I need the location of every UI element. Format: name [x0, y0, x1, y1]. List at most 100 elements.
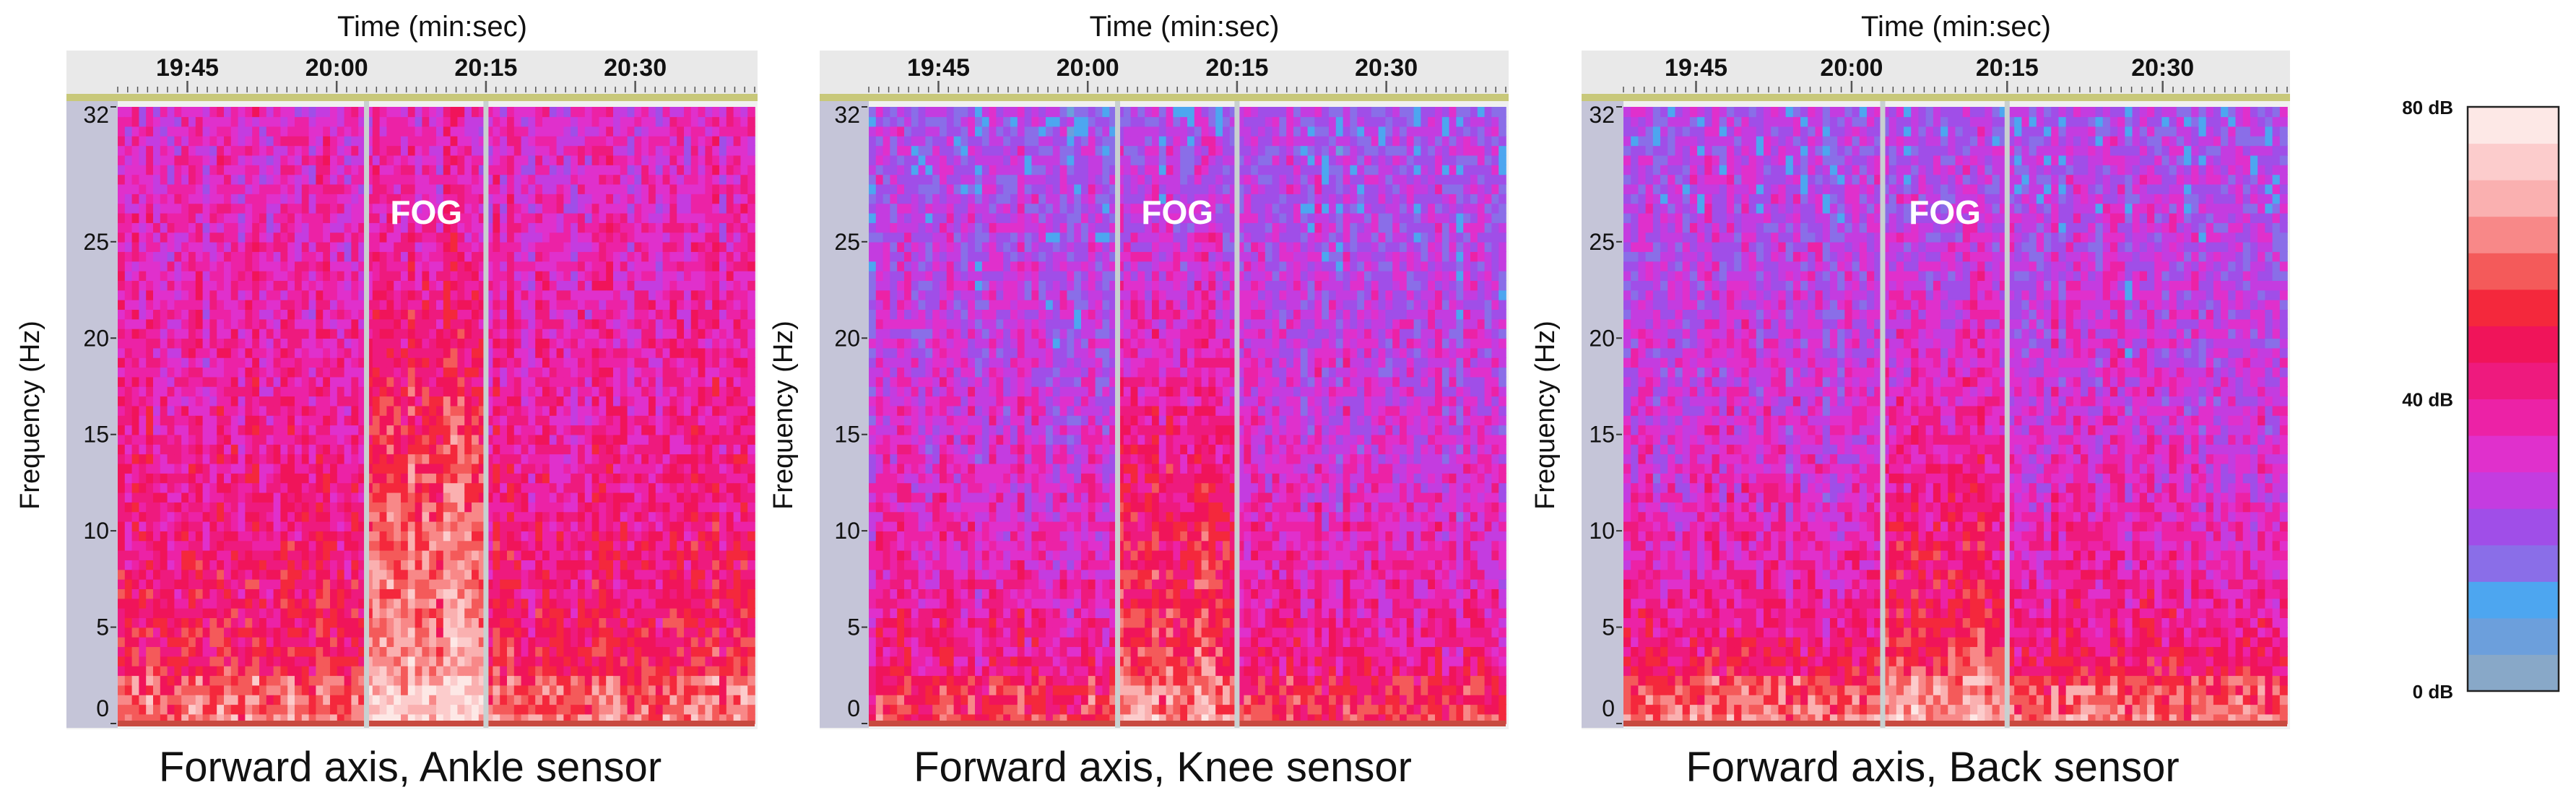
heatmap-cell	[599, 531, 607, 542]
heatmap-cell	[146, 145, 154, 156]
heatmap-cell	[259, 376, 267, 387]
heatmap-cell	[386, 521, 394, 531]
heatmap-cell	[450, 502, 459, 513]
heatmap-cell	[358, 261, 366, 271]
heatmap-cell	[591, 107, 600, 118]
heatmap-cell	[415, 521, 423, 531]
heatmap-cell	[337, 194, 345, 204]
heatmap-cell	[139, 521, 147, 531]
heatmap-cell	[372, 685, 381, 695]
heatmap-cell	[365, 338, 373, 349]
heatmap-cell	[365, 549, 373, 560]
heatmap-cell	[124, 174, 133, 185]
heatmap-cell	[493, 694, 500, 705]
heatmap-cell	[308, 165, 317, 175]
heatmap-cell	[308, 415, 317, 426]
heatmap-cell	[124, 511, 133, 522]
heatmap-cell	[485, 607, 494, 619]
heatmap-cell	[422, 444, 430, 455]
heatmap-cell	[450, 328, 459, 339]
heatmap-cell	[295, 463, 303, 474]
heatmap-cell	[146, 482, 154, 493]
heatmap-cell	[195, 482, 204, 493]
heatmap-cell	[316, 299, 324, 310]
heatmap-cell	[181, 569, 189, 580]
heatmap-cell	[308, 174, 317, 185]
heatmap-cell	[549, 251, 558, 262]
heatmap-cell	[401, 704, 409, 715]
heatmap-cell	[513, 212, 522, 223]
heatmap-cell	[513, 357, 522, 368]
heatmap-cell	[620, 155, 628, 165]
heatmap-cell	[613, 549, 621, 560]
heatmap-cell	[407, 502, 416, 513]
heatmap-cell	[287, 280, 295, 291]
heatmap-cell	[578, 415, 586, 426]
heatmap-cell	[124, 309, 133, 320]
heatmap-cell	[146, 540, 154, 551]
heatmap-cell	[195, 328, 204, 339]
heatmap-cell	[124, 473, 133, 484]
heatmap-cell	[507, 222, 515, 233]
heatmap-cell	[556, 328, 565, 339]
heatmap-cell	[513, 463, 522, 474]
heatmap-cell	[295, 136, 303, 147]
heatmap-cell	[287, 578, 295, 589]
heatmap-cell	[273, 463, 282, 474]
heatmap-cell	[620, 194, 628, 204]
heatmap-cell	[217, 183, 225, 194]
heatmap-cell	[181, 338, 189, 349]
heatmap-cell	[224, 194, 232, 204]
heatmap-cell	[337, 174, 345, 185]
heatmap-cell	[287, 107, 295, 118]
heatmap-cell	[500, 444, 508, 455]
heatmap-cell	[252, 261, 260, 271]
heatmap-cell	[542, 212, 550, 223]
heatmap-cell	[337, 492, 345, 503]
heatmap-cell	[578, 145, 586, 156]
heatmap-cell	[450, 212, 459, 223]
heatmap-cell	[358, 425, 366, 435]
heatmap-cell	[457, 126, 465, 136]
heatmap-cell	[662, 183, 671, 194]
heatmap-cell	[153, 665, 161, 677]
heatmap-cell	[436, 107, 444, 118]
heatmap-cell	[599, 588, 607, 599]
heatmap-cell	[195, 502, 204, 513]
heatmap-cell	[556, 174, 565, 185]
heatmap-cell	[181, 405, 189, 416]
heatmap-cell	[131, 136, 140, 147]
heatmap-cell	[245, 453, 253, 464]
heatmap-cell	[591, 502, 600, 513]
heatmap-cell	[415, 560, 423, 570]
heatmap-cell	[301, 531, 310, 542]
heatmap-cell	[507, 415, 515, 426]
heatmap-cell	[330, 338, 338, 349]
heatmap-cell	[599, 560, 607, 570]
heatmap-cell	[535, 415, 543, 426]
heatmap-cell	[287, 713, 295, 724]
heatmap-cell	[167, 367, 175, 378]
heatmap-cell	[542, 463, 550, 474]
heatmap-cell	[599, 328, 607, 339]
heatmap-cell	[386, 338, 394, 349]
heatmap-cell	[217, 675, 225, 686]
heatmap-cell	[394, 704, 402, 715]
heatmap-cell	[507, 194, 515, 204]
heatmap-cell	[146, 116, 154, 127]
heatmap-cell	[613, 434, 621, 445]
heatmap-cell	[556, 309, 565, 320]
heatmap-cell	[330, 560, 338, 570]
heatmap-cell	[613, 636, 621, 648]
heatmap-cell	[153, 165, 161, 175]
heatmap-cell	[252, 194, 260, 204]
heatmap-cell	[542, 126, 550, 136]
heatmap-cell	[131, 656, 140, 666]
heatmap-cell	[146, 136, 154, 147]
heatmap-cell	[344, 251, 352, 262]
heatmap-cell	[174, 453, 182, 464]
heatmap-cell	[464, 145, 472, 156]
heatmap-cell	[124, 453, 133, 464]
heatmap-cell	[330, 444, 338, 455]
heatmap-cell	[641, 713, 649, 724]
